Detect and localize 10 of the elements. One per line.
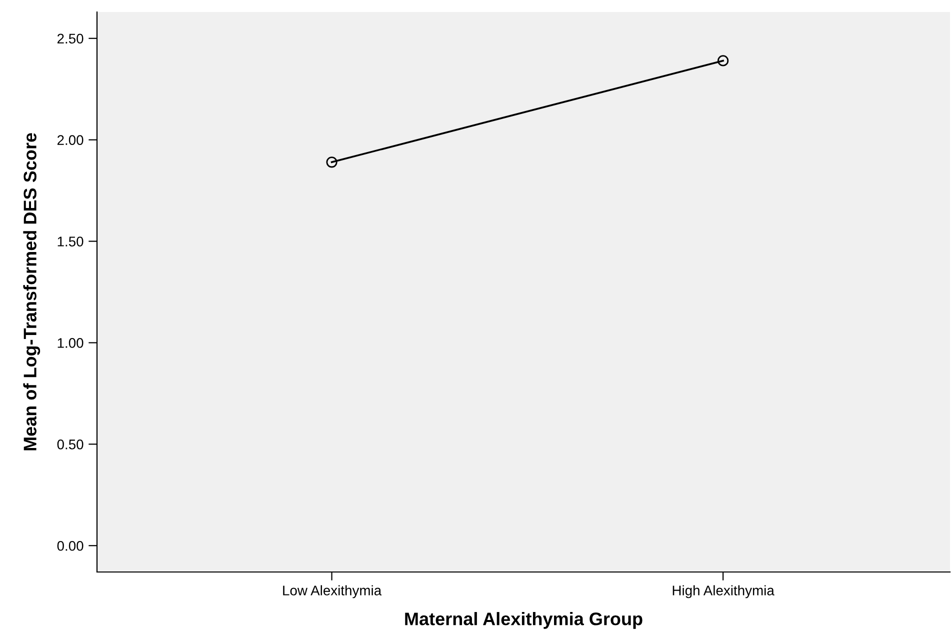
y-tick-label: 2.50: [57, 34, 84, 44]
x-axis-title: Maternal Alexithymia Group: [405, 612, 642, 629]
y-tick-label: 2.00: [57, 135, 84, 145]
y-tick-label: 1.50: [58, 236, 84, 246]
x-tick-label: High Alexithymia: [672, 585, 774, 598]
y-tick-label: 1.00: [58, 338, 84, 348]
y-tick-label: 0.50: [57, 440, 84, 450]
x-tick-label: Low Alexithymia: [283, 585, 382, 598]
y-axis-title: Mean of Log-Transformed DES Score: [23, 133, 40, 450]
y-tick-label: 0.00: [57, 540, 84, 551]
